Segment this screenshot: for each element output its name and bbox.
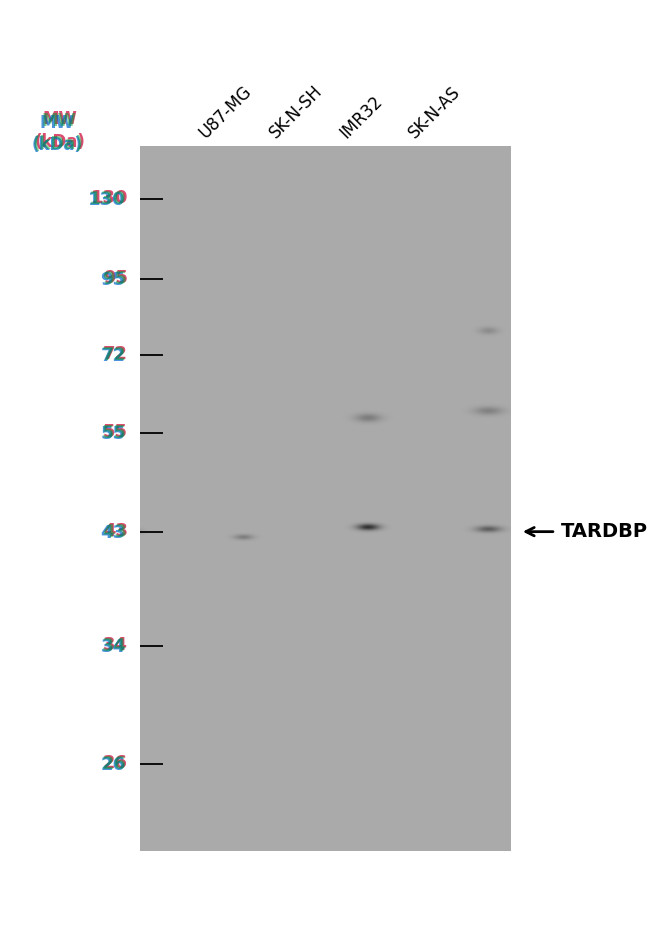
Text: 26: 26 — [103, 754, 128, 773]
Text: 34: 34 — [101, 638, 125, 657]
Text: 95: 95 — [103, 269, 128, 288]
Text: 43: 43 — [101, 523, 125, 542]
Text: 34: 34 — [103, 636, 128, 655]
Text: SK-N-SH: SK-N-SH — [266, 82, 326, 142]
Text: 26: 26 — [102, 755, 127, 774]
Text: 55: 55 — [102, 424, 127, 443]
Text: U87-MG: U87-MG — [196, 82, 255, 142]
Text: MW
(kDa): MW (kDa) — [32, 114, 83, 154]
Text: 43: 43 — [102, 522, 127, 541]
Text: MW
(kDa): MW (kDa) — [34, 111, 85, 150]
Text: IMR32: IMR32 — [336, 93, 386, 142]
Text: 72: 72 — [102, 345, 127, 364]
Text: 26: 26 — [101, 756, 125, 775]
Text: 95: 95 — [102, 270, 127, 289]
Text: 55: 55 — [101, 425, 125, 444]
Text: TARDBP: TARDBP — [561, 522, 648, 541]
Text: 43: 43 — [103, 521, 128, 540]
Text: 34: 34 — [102, 637, 127, 656]
Text: SK-N-AS: SK-N-AS — [405, 83, 464, 142]
Text: 95: 95 — [101, 271, 125, 289]
Text: 72: 72 — [101, 346, 125, 365]
Text: 130: 130 — [89, 189, 127, 208]
Text: 72: 72 — [103, 344, 128, 363]
Text: 130: 130 — [88, 190, 125, 209]
Text: 130: 130 — [90, 188, 128, 207]
Text: MW
(kDa): MW (kDa) — [33, 113, 84, 152]
Text: 55: 55 — [103, 423, 128, 442]
